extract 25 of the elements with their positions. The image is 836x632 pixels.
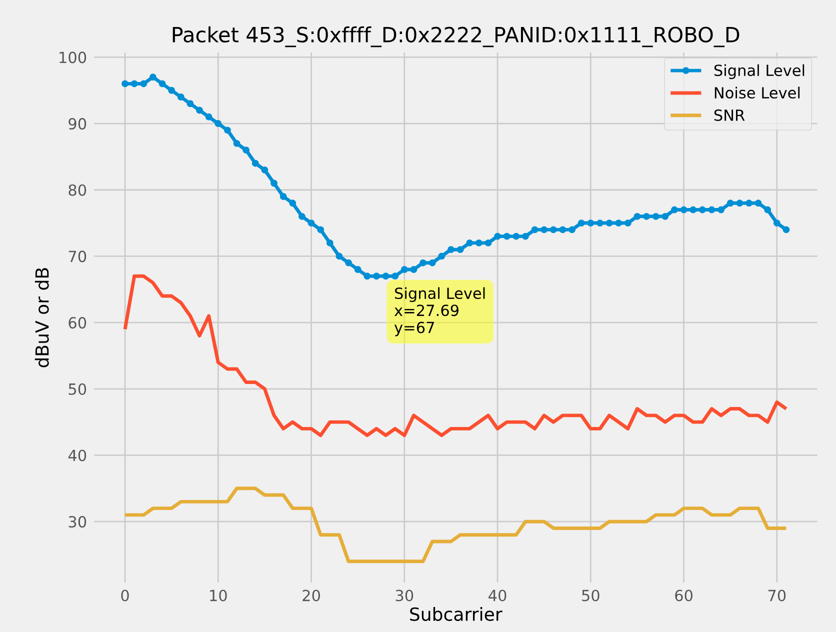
y-tick-label: 70: [68, 250, 86, 262]
x-tick-label: 60: [675, 590, 692, 602]
x-tick-label: 50: [582, 590, 600, 602]
x-tick-label: 30: [396, 590, 414, 602]
y-tick-label: 80: [68, 184, 86, 196]
x-axis-title: Subcarrier: [410, 607, 502, 621]
y-axis-title: dBuV or dB: [34, 268, 49, 368]
y-tick-label: 100: [60, 52, 86, 64]
x-tick-label: 40: [488, 590, 506, 602]
line-series: [123, 274, 788, 438]
y-tick-label: 90: [68, 118, 86, 130]
annotation: Signal Level x=27.69 y=67: [394, 287, 485, 336]
x-tick-label: 70: [768, 590, 786, 602]
legend-label: Signal Level: [714, 64, 804, 80]
y-tick-label: 50: [68, 383, 86, 395]
x-tick-label: 10: [210, 590, 227, 602]
chart-title: Packet 453_S:0xffff_D:0x2222_PANID:0x1111_ROBO_D: [172, 26, 740, 48]
y-tick-label: 30: [68, 516, 86, 528]
x-tick-label: 0: [121, 590, 129, 602]
line-series: [123, 486, 788, 564]
y-tick-label: 40: [68, 450, 86, 462]
legend-label: SNR: [714, 109, 745, 121]
legend-label: Noise Level: [714, 86, 800, 99]
y-tick-label: 60: [68, 317, 86, 329]
x-tick-label: 20: [302, 590, 320, 602]
